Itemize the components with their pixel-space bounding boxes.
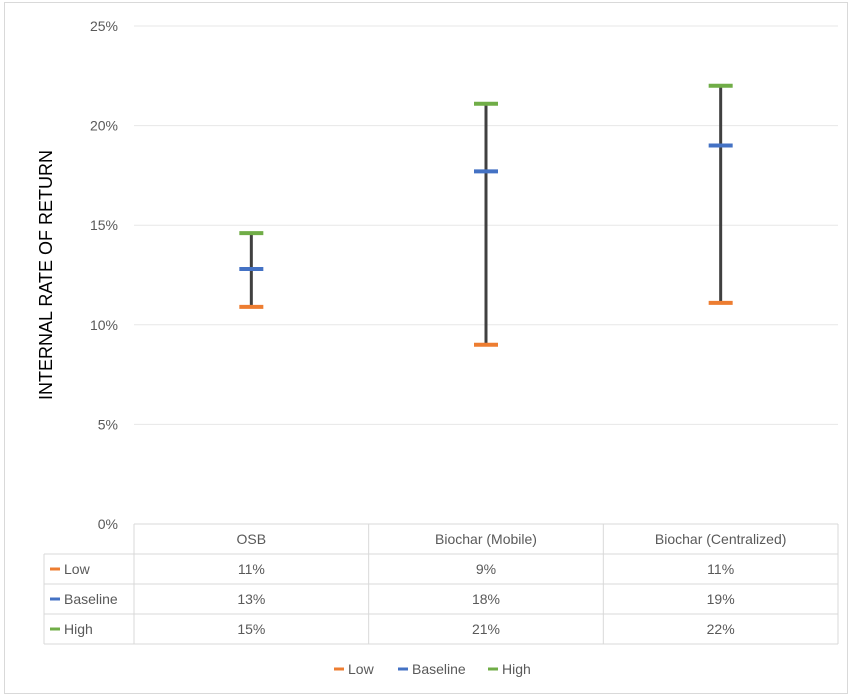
table-cell: 21% bbox=[472, 621, 500, 637]
table-cell: 22% bbox=[707, 621, 735, 637]
table-cell: 19% bbox=[707, 591, 735, 607]
legend: Low Baseline High bbox=[334, 661, 531, 677]
legend-label: Low bbox=[348, 661, 375, 677]
legend-label: Baseline bbox=[412, 661, 466, 677]
table-cell: 11% bbox=[238, 561, 265, 577]
y-tick-label: 25% bbox=[90, 18, 118, 34]
table-cell: 11% bbox=[707, 561, 734, 577]
y-tick-label: 15% bbox=[90, 217, 118, 233]
table-header: Biochar (Centralized) bbox=[655, 531, 787, 547]
data-table: OSB Biochar (Mobile) Biochar (Centralized)… bbox=[43, 523, 839, 645]
table-cell: 15% bbox=[237, 621, 265, 637]
row-label: High bbox=[64, 621, 93, 637]
y-tick-label: 0% bbox=[98, 516, 118, 532]
legend-label: High bbox=[502, 661, 531, 677]
y-tick-label: 20% bbox=[90, 118, 118, 134]
y-tick-label: 5% bbox=[98, 416, 118, 432]
y-axis-label: INTERNAL RATE OF RETURN bbox=[36, 150, 56, 400]
value-markers bbox=[239, 83, 733, 347]
y-tick-label: 10% bbox=[90, 317, 118, 333]
table-cell: 13% bbox=[237, 591, 265, 607]
table-cell: 9% bbox=[476, 561, 496, 577]
chart-frame bbox=[4, 2, 848, 694]
row-label: Low bbox=[64, 561, 91, 577]
table-header: Biochar (Mobile) bbox=[435, 531, 537, 547]
table-header: OSB bbox=[237, 531, 267, 547]
range-lines bbox=[249, 85, 723, 345]
table-cell: 18% bbox=[472, 591, 500, 607]
y-axis-ticks: 0% 5% 10% 15% 20% 25% bbox=[90, 18, 118, 532]
row-label: Baseline bbox=[64, 591, 118, 607]
